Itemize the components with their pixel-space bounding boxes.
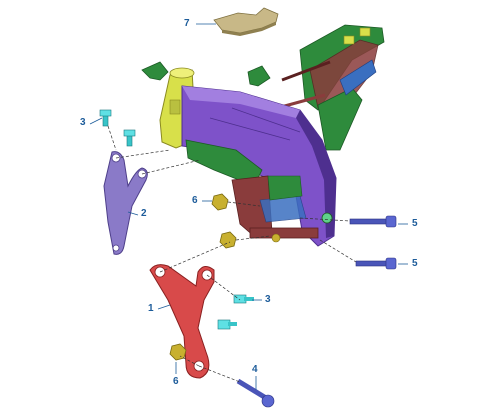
bolt-5-lower [355, 257, 397, 270]
assembly-dashed-lines [107, 125, 357, 383]
callout-3-lower: 3 [265, 294, 271, 305]
callout-leader-lines [89, 23, 408, 390]
callout-1: 1 [148, 303, 154, 314]
cover-plate-part [213, 7, 279, 36]
callout-5-upper: 5 [412, 218, 418, 229]
bolt-3-upper-b [123, 129, 136, 147]
callout-6-upper: 6 [192, 195, 198, 206]
nut-6-mid [219, 231, 237, 249]
callout-2: 2 [141, 208, 147, 219]
callout-7: 7 [184, 18, 190, 29]
bolt-3-lower-b [217, 319, 237, 330]
callout-4: 4 [252, 364, 258, 375]
callout-6-lower: 6 [173, 376, 179, 387]
bolt-3-lower-a [233, 294, 254, 304]
engine-mount-structure [185, 139, 333, 243]
bolt-4 [236, 378, 275, 408]
left-mount-bracket-part [103, 151, 148, 255]
bolts-and-nuts [99, 109, 397, 408]
lower-red-bracket-part [149, 264, 215, 379]
bolt-5-upper [349, 215, 397, 228]
bolt-3-upper-a [99, 109, 112, 127]
nut-6-upper [211, 193, 229, 211]
callout-3-upper: 3 [80, 117, 86, 128]
callout-5-lower: 5 [412, 258, 418, 269]
